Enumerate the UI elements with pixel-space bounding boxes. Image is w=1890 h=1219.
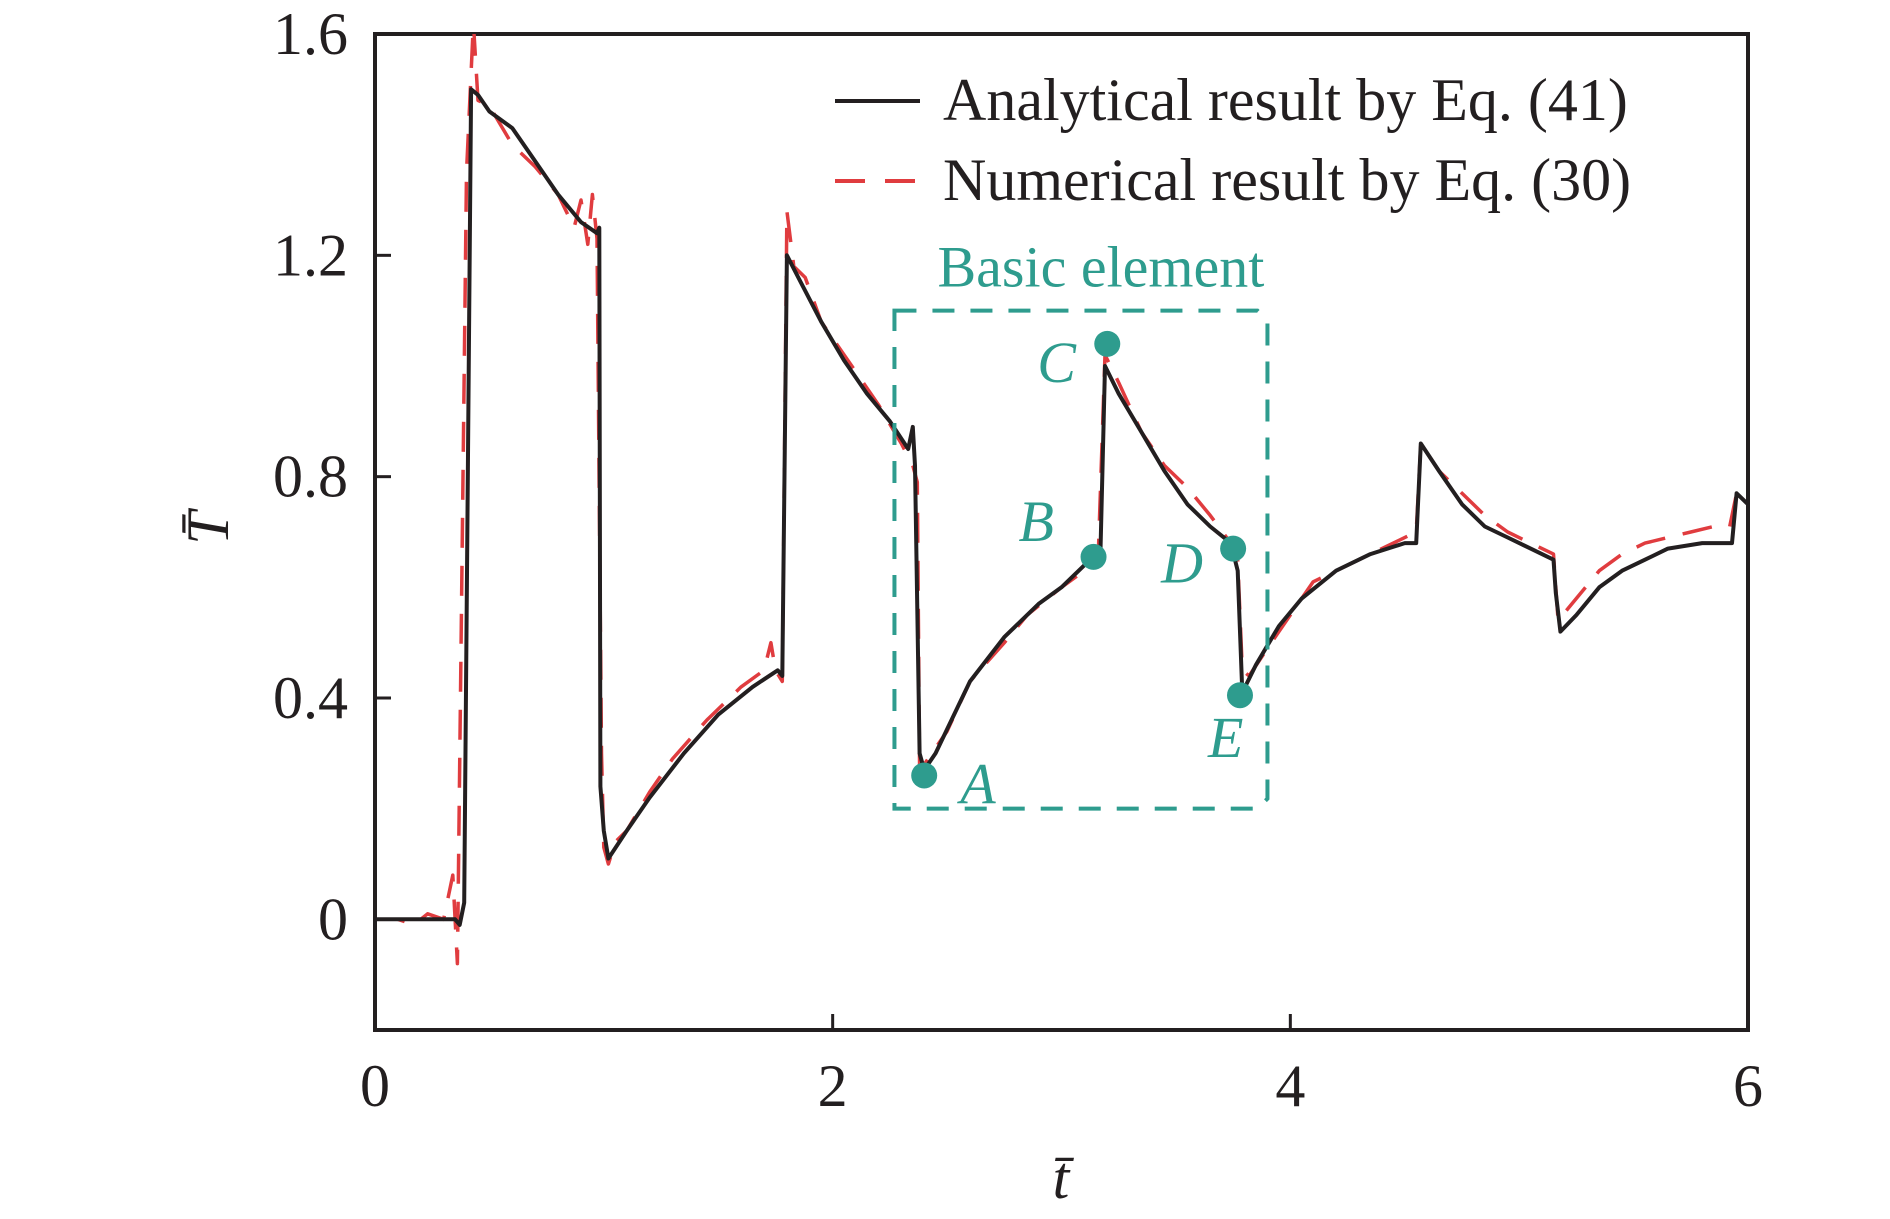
x-tick-label: 0 xyxy=(360,1053,390,1119)
point-a-marker xyxy=(911,762,938,789)
x-axis-label: t̄ xyxy=(1053,1145,1075,1211)
point-a-label: A xyxy=(956,751,996,816)
x-tick-label: 6 xyxy=(1733,1053,1763,1119)
x-tick-label: 4 xyxy=(1275,1053,1305,1119)
basic-element-title: Basic element xyxy=(937,235,1264,300)
y-tick-label: 1.2 xyxy=(273,222,348,288)
point-d-marker xyxy=(1220,535,1247,562)
y-tick-label: 0.4 xyxy=(273,665,348,731)
point-c-marker xyxy=(1094,330,1121,357)
point-b-marker xyxy=(1080,543,1107,570)
legend-label-numerical: Numerical result by Eq. (30) xyxy=(943,147,1631,213)
point-d-label: D xyxy=(1160,531,1203,596)
plot-frame xyxy=(373,32,1750,1032)
y-axis-label: T̄ xyxy=(175,508,241,545)
legend-label-analytical: Analytical result by Eq. (41) xyxy=(943,67,1628,133)
series-line-analytical xyxy=(375,87,1748,927)
axis-ticks: 0 2 4 6 0 0.4 0.8 1.2 1.6 xyxy=(273,1,1763,1119)
legend: Analytical result by Eq. (41) Numerical … xyxy=(835,67,1631,213)
point-b-label: B xyxy=(1019,489,1054,554)
point-c-label: C xyxy=(1037,330,1077,395)
y-tick-label: 1.6 xyxy=(273,1,348,67)
y-tick-label: 0 xyxy=(318,886,348,952)
annotation-layer: Basic element A B C D E xyxy=(892,235,1270,816)
point-e-marker xyxy=(1226,682,1253,709)
basic-element-box xyxy=(892,308,1270,811)
point-e-label: E xyxy=(1207,705,1243,770)
x-tick-label: 2 xyxy=(818,1053,848,1119)
y-tick-label: 0.8 xyxy=(273,444,348,510)
